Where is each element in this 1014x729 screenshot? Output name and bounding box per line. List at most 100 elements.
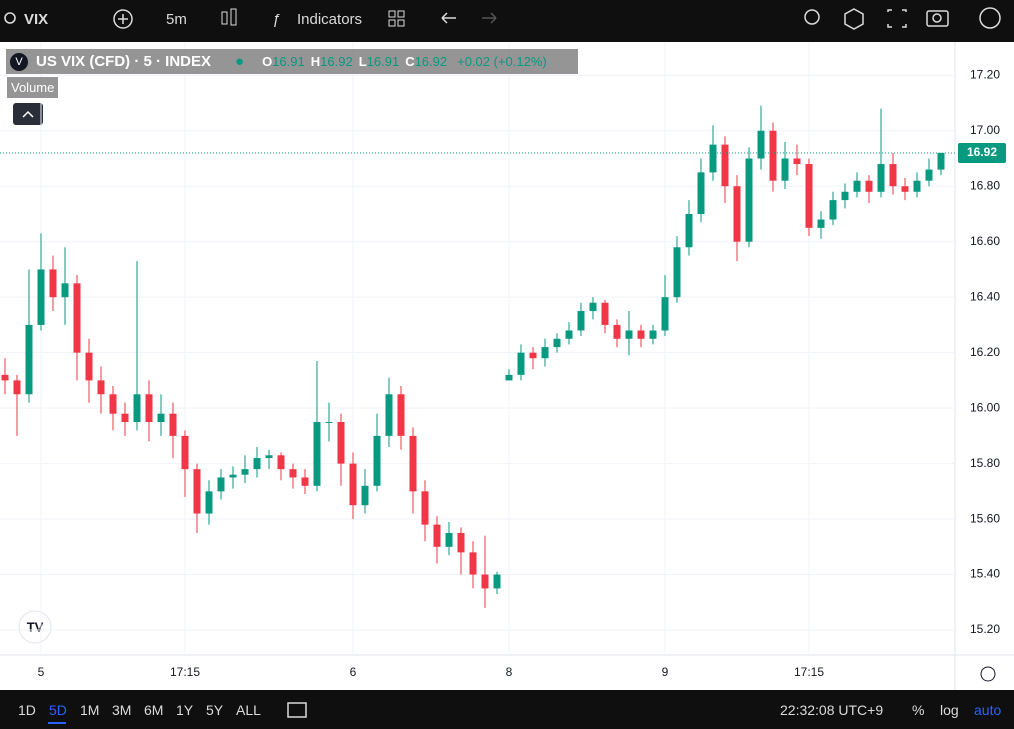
y-tick-label: 15.80 bbox=[970, 456, 1000, 470]
candle-body bbox=[601, 302, 609, 325]
candle-body bbox=[277, 455, 285, 470]
candle-body bbox=[265, 455, 273, 459]
bottom-bar: 22:32:08 UTC+9 1D 5D 1M 3M 6M 1Y 5Y ALL% log auto bbox=[0, 690, 1014, 729]
candle-body bbox=[253, 458, 261, 470]
date-range-icon[interactable] bbox=[287, 702, 307, 718]
layout-icon bbox=[397, 10, 405, 18]
candle-body bbox=[349, 463, 357, 506]
range-button[interactable]: 1Y bbox=[176, 702, 194, 718]
candle-body bbox=[769, 130, 777, 181]
candle-body bbox=[877, 164, 885, 192]
candle-body bbox=[613, 324, 621, 339]
candle-body bbox=[145, 394, 153, 423]
candle-body bbox=[109, 394, 117, 414]
candle-icon[interactable] bbox=[221, 11, 228, 25]
candle-body bbox=[361, 485, 369, 506]
candle-body bbox=[457, 532, 465, 553]
candle-body bbox=[781, 158, 789, 181]
collapse-button[interactable] bbox=[13, 103, 43, 125]
legend: V US VIX (CFD) · 5 · INDEX ● O 16.91 H 16.9… bbox=[6, 49, 578, 74]
top-toolbar: VIX 5m ƒ Indicators bbox=[0, 0, 1014, 40]
indicators[interactable]: Indicators bbox=[297, 11, 363, 28]
scale-option[interactable]: log bbox=[940, 702, 959, 718]
range-button[interactable]: 5D bbox=[49, 702, 67, 718]
scale-option[interactable]: auto bbox=[974, 702, 1002, 718]
candle-body bbox=[169, 413, 177, 436]
candle-body bbox=[637, 330, 645, 339]
candle-body bbox=[517, 352, 525, 375]
candle-body bbox=[685, 213, 693, 248]
ohlc-value: 16.91 bbox=[366, 54, 400, 69]
candle-body bbox=[589, 302, 597, 312]
candle-body bbox=[493, 574, 501, 589]
candle-body bbox=[313, 422, 321, 486]
candle-body bbox=[205, 491, 213, 514]
candle-body bbox=[385, 394, 393, 436]
scale-option[interactable]: % bbox=[912, 702, 925, 718]
candle-body bbox=[61, 283, 69, 298]
range-button[interactable]: 1M bbox=[80, 702, 100, 718]
redo-icon[interactable] bbox=[482, 12, 497, 24]
candle-body bbox=[73, 283, 81, 353]
candle-body bbox=[229, 474, 237, 478]
candle-body bbox=[529, 352, 537, 359]
candle-body bbox=[745, 158, 753, 242]
candle-body bbox=[853, 180, 861, 192]
add-icon[interactable] bbox=[113, 9, 133, 29]
range-button[interactable]: 6M bbox=[144, 702, 164, 718]
search-icon[interactable] bbox=[4, 12, 16, 24]
candle-body bbox=[13, 380, 21, 395]
candle-icon bbox=[230, 8, 237, 26]
range-button[interactable]: 1D bbox=[18, 702, 36, 718]
last-price-tag bbox=[958, 142, 1006, 163]
candle-body bbox=[217, 477, 225, 492]
candle-body bbox=[37, 269, 45, 325]
candle-body bbox=[913, 180, 921, 192]
candle-body bbox=[1, 374, 9, 381]
camera-icon[interactable] bbox=[926, 10, 949, 27]
range-button[interactable]: 3M bbox=[112, 702, 132, 718]
candle-body bbox=[85, 352, 93, 381]
candle-body bbox=[157, 413, 165, 423]
fx-icon: ƒ bbox=[272, 11, 281, 28]
candle-body bbox=[541, 347, 549, 359]
tv-logo[interactable] bbox=[18, 610, 52, 644]
candle-body bbox=[133, 394, 141, 423]
candle-body bbox=[937, 152, 945, 170]
alert-icon[interactable] bbox=[804, 9, 820, 25]
ohlc-key: C bbox=[405, 54, 415, 69]
candle-body bbox=[241, 469, 249, 475]
globe-icon[interactable] bbox=[979, 7, 1001, 29]
undo-icon[interactable] bbox=[441, 12, 456, 24]
candle-body bbox=[553, 338, 561, 348]
y-tick-label: 16.60 bbox=[970, 234, 1000, 248]
x-tick-label: 5 bbox=[38, 665, 45, 679]
candle-body bbox=[505, 374, 513, 381]
volume-label[interactable]: Volume bbox=[7, 77, 59, 98]
symbol[interactable]: VIX bbox=[24, 11, 49, 28]
candle-body bbox=[661, 297, 669, 331]
settings-icon[interactable] bbox=[980, 666, 996, 682]
candle-body bbox=[865, 180, 873, 192]
candle-body bbox=[925, 169, 933, 181]
candle-body bbox=[325, 422, 333, 424]
settings-icon[interactable] bbox=[844, 8, 864, 30]
candle-body bbox=[757, 130, 765, 159]
x-tick-label: 17:15 bbox=[794, 665, 824, 679]
last-price-label: 16.92 bbox=[967, 145, 997, 159]
ohlc-value: 16.91 bbox=[272, 54, 305, 69]
change: +0.02 (+0.12%) bbox=[457, 54, 547, 69]
range-button[interactable]: ALL bbox=[236, 702, 261, 718]
candle-body bbox=[625, 330, 633, 339]
range-button[interactable]: 5Y bbox=[206, 702, 224, 718]
candle-body bbox=[301, 477, 309, 486]
ohlc-key: H bbox=[310, 54, 321, 69]
interval[interactable]: 5m bbox=[166, 11, 187, 28]
layout-icon[interactable] bbox=[388, 10, 396, 18]
fullscreen-icon[interactable] bbox=[887, 9, 907, 28]
candle-body bbox=[433, 524, 441, 547]
y-tick-label: 16.00 bbox=[970, 400, 1000, 414]
candle-body bbox=[565, 330, 573, 339]
candle-body bbox=[337, 422, 345, 464]
